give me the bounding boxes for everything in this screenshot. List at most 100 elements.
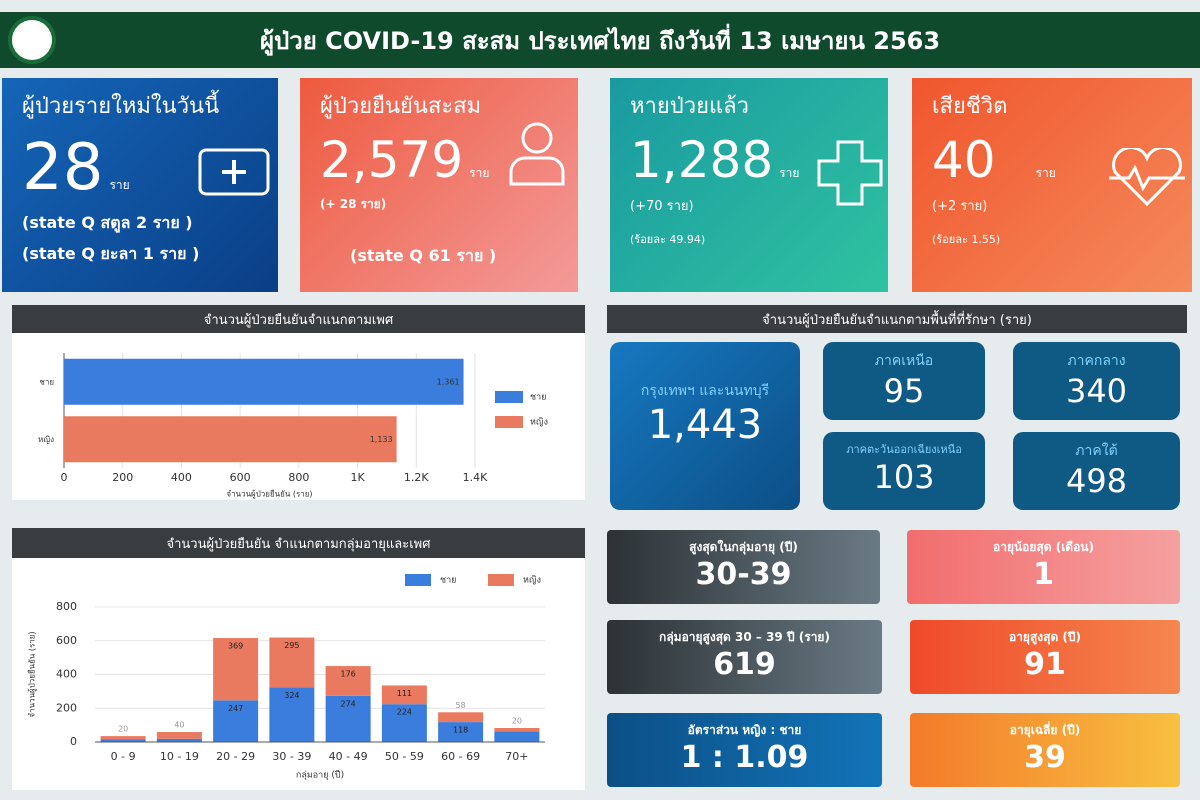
card: หายป่วยแล้ว 1,288 ราย (+70 ราย) (ร้อยละ 4… xyxy=(610,78,888,292)
x-axis-title: จำนวนผู้ป่วยยืนยัน (ราย) xyxy=(226,490,312,500)
data-label: 111 xyxy=(397,689,412,698)
data-label: 274 xyxy=(340,699,355,708)
header-title: ผู้ป่วย COVID-19 สะสม ประเทศไทย ถึงวันที… xyxy=(259,26,941,55)
data-label: 295 xyxy=(284,641,299,650)
chart-title: จำนวนผู้ป่วยยืนยัน จำแนกตามกลุ่มอายุและเ… xyxy=(166,536,431,552)
card-note: (state Q 61 ราย ) xyxy=(350,246,497,265)
x-tick-label: 600 xyxy=(230,471,251,484)
x-tick-label: 1.2K xyxy=(404,471,429,484)
x-tick-label: 70+ xyxy=(505,750,528,763)
data-label: 40 xyxy=(174,721,184,730)
stat-value: 619 xyxy=(713,647,776,682)
icon xyxy=(198,148,270,196)
x-tick-label: 50 - 59 xyxy=(385,750,424,763)
bar-segment xyxy=(213,638,259,701)
legend-label: หญิง xyxy=(523,575,541,586)
logo xyxy=(8,16,56,64)
region-label: ภาคใต้ xyxy=(1075,443,1118,459)
x-tick-label: 60 - 69 xyxy=(441,750,480,763)
x-tick-label: 30 - 39 xyxy=(272,750,311,763)
card-note: (state Q ยะลา 1 ราย ) xyxy=(22,244,200,263)
stat-box: สูงสุดในกลุ่มอายุ (ปี) 30-39 xyxy=(607,530,880,604)
region-value: 95 xyxy=(883,372,925,410)
legend-label: ชาย xyxy=(530,393,546,403)
region-box: ภาคเหนือ 95 xyxy=(823,342,985,420)
regions-title: จำนวนผู้ป่วยยืนยันจำแนกตามพื้นที่ที่รักษ… xyxy=(762,312,1032,328)
data-label: 1,361 xyxy=(437,377,460,386)
bar-segment xyxy=(381,685,427,705)
stat-box: อายุเฉลี่ย (ปี) 39 xyxy=(910,713,1180,787)
chart: 0 200 400 600 800 จำนวนผู้ป่วยยืนยัน (ราย) กลุ… xyxy=(12,558,585,790)
data-label: 118 xyxy=(453,726,468,735)
card-value: 1,288 xyxy=(630,131,774,189)
y-tick-label: 200 xyxy=(56,701,77,714)
bar-segment xyxy=(494,731,540,742)
bar-segment xyxy=(381,704,427,742)
legend-label: ชาย xyxy=(440,576,456,586)
legend-swatch xyxy=(488,574,514,586)
legend-swatch xyxy=(495,391,523,403)
bar-segment xyxy=(156,732,202,739)
bar-segment xyxy=(438,722,484,742)
card: ผู้ป่วยยืนยันสะสม 2,579 ราย (+ 28 ราย) (s… xyxy=(300,78,578,292)
x-tick-label: 200 xyxy=(112,471,133,484)
region-value: 103 xyxy=(873,458,935,496)
region-label: ภาคเหนือ xyxy=(874,353,934,369)
icon xyxy=(1109,148,1185,207)
legend-label: หญิง xyxy=(530,417,548,428)
card: เสียชีวิต 40 ราย (+2 ราย) (ร้อยละ 1.55) xyxy=(912,78,1192,292)
stat-label: กลุ่มอายุสูงสุด 30 – 39 ปี (ราย) xyxy=(659,630,830,644)
stat-label: อายุเฉลี่ย (ปี) xyxy=(1009,723,1081,737)
region-label: ภาคกลาง xyxy=(1067,353,1126,369)
bar-segment xyxy=(100,736,146,740)
data-label: 247 xyxy=(228,704,243,713)
bar-segment xyxy=(100,739,146,742)
x-tick-label: 20 - 29 xyxy=(216,750,255,763)
bar-segment xyxy=(213,700,259,742)
stat-box: อายุสูงสุด (ปี) 91 xyxy=(910,620,1180,694)
chart: 0 200 400 600 800 1K 1.2K 1.4K จำนวนผู้ป่วยยืนยั… xyxy=(12,333,585,500)
data-label: 1,133 xyxy=(370,435,393,444)
x-tick-label: 400 xyxy=(171,471,192,484)
data-label: 20 xyxy=(512,716,522,725)
data-label: 20 xyxy=(118,725,128,734)
region-value: 1,443 xyxy=(647,402,763,448)
stat-box: อายุน้อยสุด (เดือน) 1 xyxy=(907,530,1180,604)
icon xyxy=(509,122,565,186)
card-note: (state Q สตูล 2 ราย ) xyxy=(22,213,193,232)
bar-segment xyxy=(494,727,540,732)
stat-value: 91 xyxy=(1024,647,1066,682)
card-title: ผู้ป่วยรายใหม่ในวันนี้ xyxy=(22,94,220,119)
data-label: 58 xyxy=(456,701,466,710)
region-box: ภาคใต้ 498 xyxy=(1013,432,1180,510)
card-value: 2,579 xyxy=(320,131,464,189)
y-tick-label: ชาย xyxy=(39,377,54,386)
region-value: 498 xyxy=(1065,462,1128,500)
card-value: 40 xyxy=(932,131,996,189)
section-title: จำนวนผู้ป่วยยืนยันจำแนกตามพื้นที่ที่รักษ… xyxy=(607,305,1187,333)
icon xyxy=(817,140,883,206)
card-note: (+70 ราย) xyxy=(630,199,694,214)
stat-label: อายุน้อยสุด (เดือน) xyxy=(993,540,1094,554)
data-label: 369 xyxy=(228,642,243,651)
x-tick-label: 10 - 19 xyxy=(160,750,199,763)
section-title: จำนวนผู้ป่วยยืนยันจำแนกตามเพศ xyxy=(12,305,585,333)
stat-value: 39 xyxy=(1024,740,1066,775)
stat-box: อัตราส่วน หญิง : ชาย 1 : 1.09 xyxy=(607,713,882,787)
card-unit: ราย xyxy=(779,166,800,180)
stat-label: สูงสุดในกลุ่มอายุ (ปี) xyxy=(689,540,798,554)
x-tick-label: 40 - 49 xyxy=(329,750,368,763)
region-value: 340 xyxy=(1065,372,1128,410)
bar-segment xyxy=(269,687,315,742)
y-axis-title: จำนวนผู้ป่วยยืนยัน (ราย) xyxy=(28,631,38,717)
data-label: 324 xyxy=(284,691,299,700)
stat-box: กลุ่มอายุสูงสุด 30 – 39 ปี (ราย) 619 xyxy=(607,620,882,694)
stat-label: อายุสูงสุด (ปี) xyxy=(1008,630,1082,644)
bar xyxy=(64,358,464,405)
section-title: จำนวนผู้ป่วยยืนยัน จำแนกตามกลุ่มอายุและเ… xyxy=(12,528,585,558)
stat-label: อัตราส่วน หญิง : ชาย xyxy=(687,723,802,737)
card-note: (+ 28 ราย) xyxy=(320,197,387,211)
region-box: กรุงเทพฯ และนนทบุรี 1,443 xyxy=(610,342,800,510)
bar-segment xyxy=(156,738,202,742)
card: ผู้ป่วยรายใหม่ในวันนี้ 28 ราย (state Q สต… xyxy=(2,78,278,292)
